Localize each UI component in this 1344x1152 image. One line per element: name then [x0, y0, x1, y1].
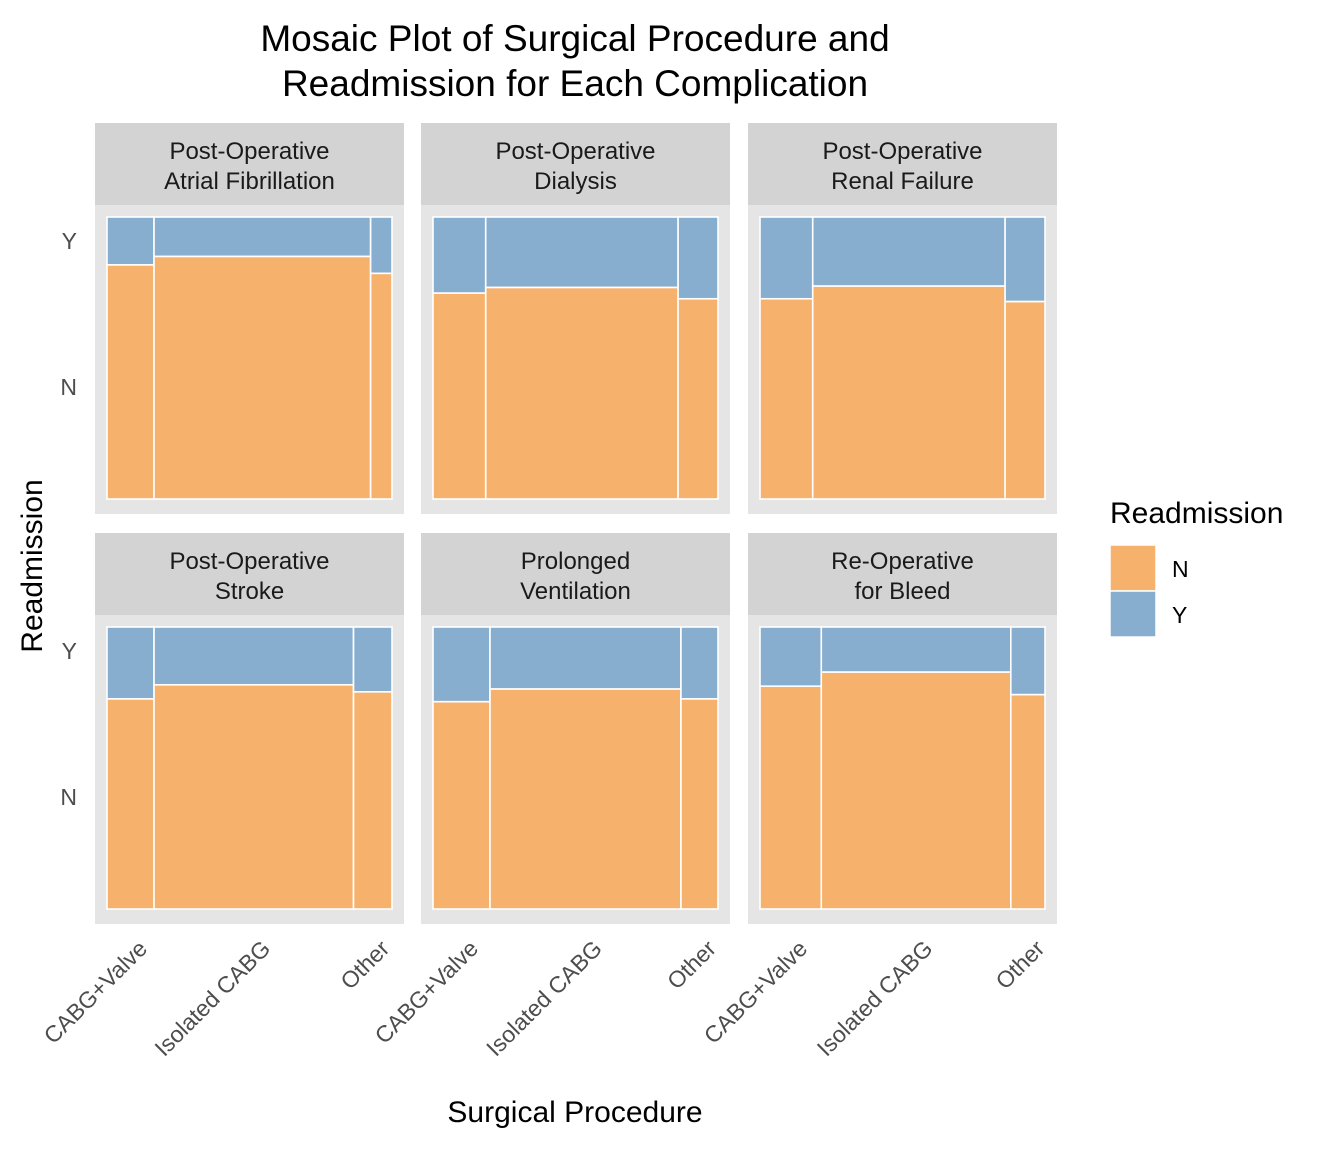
mosaic-tile-n [153, 684, 355, 910]
mosaic-tile-y [680, 626, 719, 700]
facet-strip-label: Re-Operative [831, 548, 974, 575]
facet-panel: Post-Operative Dialysis [421, 123, 730, 514]
y-tick-label: Y [62, 228, 77, 254]
facet-panel: Post-Operative Renal Failure [748, 123, 1057, 514]
mosaic-tile-n [759, 297, 814, 500]
mosaic-tile-n [106, 698, 155, 910]
mosaic-tile-y [811, 216, 1006, 287]
mosaic-tile-n [432, 292, 487, 500]
chart-title-line-1: Mosaic Plot of Surgical Procedure and [260, 18, 889, 59]
facet-strip-label: Post-Operative [495, 138, 655, 165]
facet-strip-label: Post-Operative [169, 548, 329, 575]
facet-strip-label: Ventilation [520, 578, 631, 605]
mosaic-tile-y [759, 216, 814, 300]
x-tick-label: CABG+Valve [39, 935, 152, 1048]
x-tick-label: Isolated CABG [149, 935, 275, 1061]
mosaic-tile-n [489, 688, 682, 910]
y-tick-label: N [60, 784, 77, 810]
mosaic-tile-n [677, 297, 719, 500]
facet-panel: Re-Operative for Bleed [748, 533, 1057, 924]
mosaic-tile-n [106, 264, 155, 500]
mosaic-tile-n [352, 691, 393, 910]
mosaic-tile-n [680, 698, 719, 910]
mosaic-tile-y [369, 216, 393, 275]
mosaic-tile-y [352, 626, 393, 693]
facet-strip-label: Post-Operative [169, 138, 329, 165]
facet-strip-label: Dialysis [534, 168, 617, 195]
x-tick-label: Other [662, 935, 721, 994]
legend-key [1109, 544, 1157, 592]
facet-strip-label: Post-Operative [822, 138, 982, 165]
facet-strip [421, 533, 730, 615]
mosaic-tile-y [153, 216, 372, 258]
facet-strip-label: for Bleed [854, 578, 950, 605]
mosaic-tile-y [432, 626, 491, 703]
x-tick-label: Other [990, 935, 1049, 994]
x-tick-label: Other [335, 935, 394, 994]
mosaic-tile-y [759, 626, 823, 688]
legend-title: Readmission [1110, 497, 1283, 530]
legend-label: N [1172, 556, 1189, 582]
y-axis-title: Readmission [16, 479, 49, 652]
mosaic-tile-y [484, 216, 679, 289]
mosaic-tile-y [489, 626, 682, 690]
y-tick-label: Y [62, 638, 77, 664]
x-axis-title: Surgical Procedure [447, 1096, 702, 1129]
facet-strip-label: Stroke [215, 578, 284, 605]
mosaic-tile-n [811, 285, 1006, 500]
legend-key [1109, 590, 1157, 638]
mosaic-tile-y [153, 626, 355, 686]
mosaic-tile-y [820, 626, 1012, 673]
legend-label: Y [1172, 602, 1187, 628]
mosaic-tile-y [1004, 216, 1046, 303]
facet-strip-label: Renal Failure [831, 168, 974, 195]
mosaic-tile-y [1009, 626, 1046, 696]
mosaic-tile-n [153, 255, 372, 500]
mosaic-tile-n [369, 272, 393, 500]
mosaic-tile-n [820, 671, 1012, 910]
mosaic-tile-n [484, 286, 679, 500]
facet-strip-label: Prolonged [521, 548, 630, 575]
mosaic-tile-y [106, 626, 155, 700]
x-tick-label: Isolated CABG [481, 935, 607, 1061]
mosaic-tile-n [1004, 300, 1046, 500]
mosaic-tile-y [432, 216, 487, 294]
mosaic-tile-y [106, 216, 155, 266]
facet-panel: Post-Operative Stroke Y N [60, 533, 404, 924]
mosaic-tile-n [432, 700, 491, 910]
facet-strip [95, 533, 404, 615]
chart-title-line-2: Readmission for Each Complication [282, 63, 868, 104]
facet-strip [748, 533, 1057, 615]
facet-panel: Prolonged Ventilation [421, 533, 730, 924]
mosaic-tile-n [759, 685, 823, 910]
x-tick-label: Isolated CABG [812, 935, 938, 1061]
facet-panel: Post-Operative Atrial Fibrillation Y N [60, 123, 404, 514]
facet-strip [748, 123, 1057, 205]
mosaic-tile-n [1009, 693, 1046, 910]
legend: Readmission NY [1109, 497, 1283, 638]
facet-strip [95, 123, 404, 205]
facet-strip [421, 123, 730, 205]
facet-strip-label: Atrial Fibrillation [164, 168, 335, 195]
mosaic-tile-y [677, 216, 719, 300]
y-tick-label: N [60, 374, 77, 400]
